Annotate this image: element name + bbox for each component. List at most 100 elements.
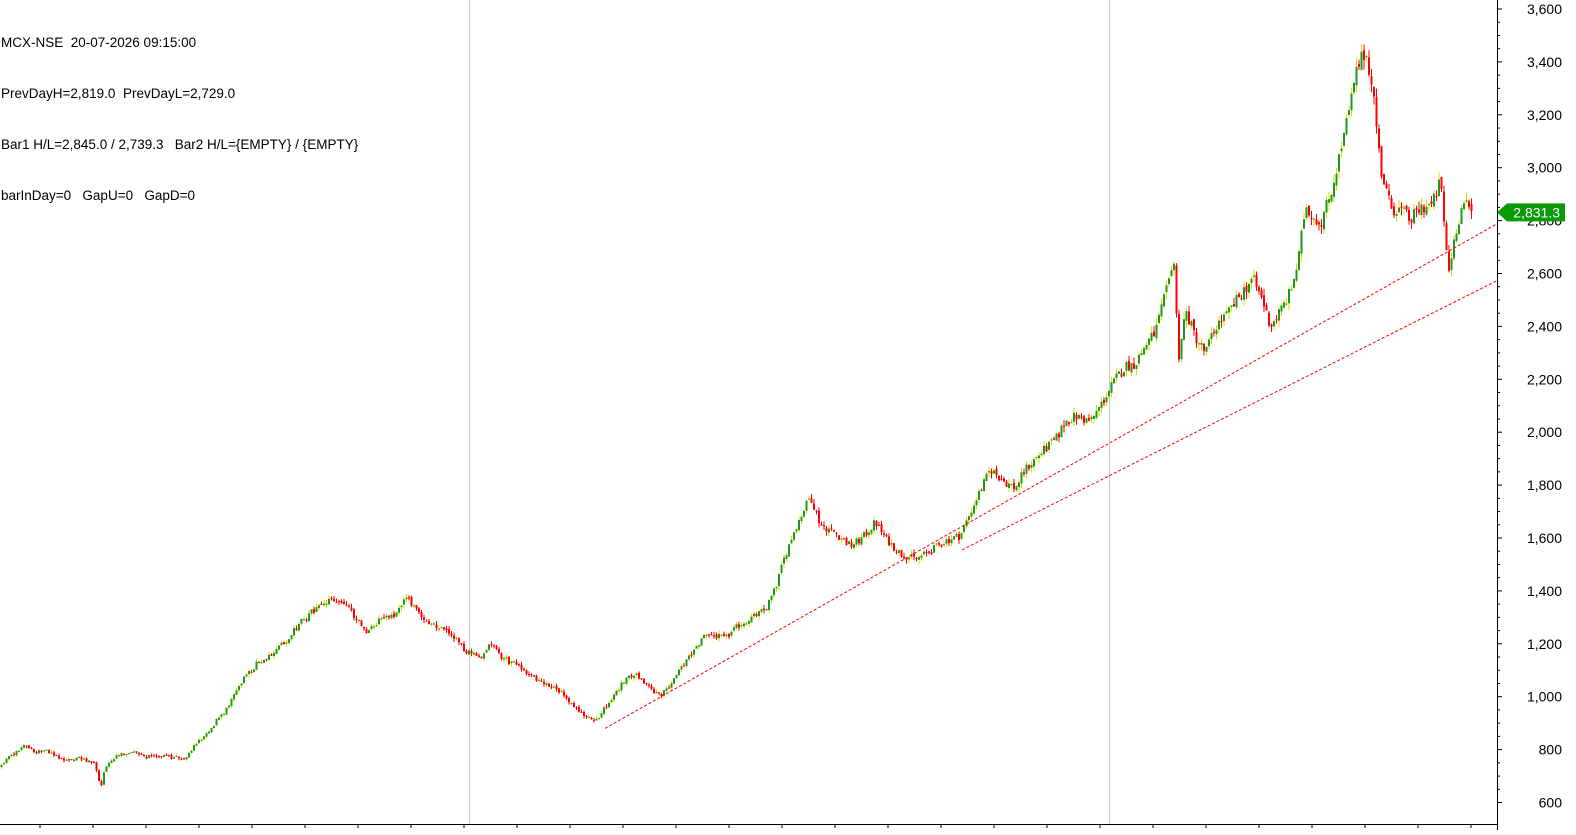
candle-up <box>1085 418 1088 423</box>
candle-up <box>38 750 40 754</box>
candle-up <box>1123 371 1125 377</box>
candle-up <box>1338 154 1340 172</box>
candle-down <box>345 604 348 606</box>
candle-down <box>460 642 463 644</box>
candle-down <box>913 552 915 557</box>
candle-up <box>278 645 280 650</box>
candle-up <box>625 677 628 684</box>
candle-down <box>1448 251 1450 271</box>
candle-down <box>28 745 30 749</box>
candle-down <box>1358 63 1360 67</box>
candle-down <box>73 759 75 761</box>
candle-up <box>985 473 988 482</box>
candle-down <box>878 524 880 526</box>
candle-up <box>230 698 233 707</box>
candle-down <box>883 533 885 535</box>
candle-down <box>815 510 818 512</box>
candle-down <box>1380 146 1383 177</box>
candle-down <box>895 551 898 553</box>
candle-up <box>1463 203 1465 210</box>
candle-down <box>30 748 33 750</box>
candle-down <box>540 680 543 682</box>
price-tick-label: 1,200 <box>1527 636 1562 652</box>
candle-down <box>1153 331 1155 337</box>
candle-up <box>753 613 755 617</box>
candle-down <box>1418 209 1420 213</box>
time-axis[interactable] <box>0 824 1497 828</box>
candle-down <box>393 613 395 617</box>
candle-up <box>1323 211 1325 230</box>
candle-down <box>1430 201 1433 205</box>
candle-up <box>760 609 763 612</box>
candle-up <box>1288 288 1290 304</box>
candle-down <box>605 706 608 708</box>
candle-up <box>960 533 963 539</box>
candle-down <box>1375 97 1378 127</box>
candle-down <box>478 655 480 657</box>
candle-up <box>88 760 90 763</box>
candle-down <box>1263 295 1265 307</box>
candle-up <box>1038 455 1040 459</box>
candle-down <box>1103 399 1105 404</box>
candle-up <box>1183 319 1185 341</box>
candle-down <box>1240 298 1243 300</box>
candle-down <box>353 609 355 619</box>
candle-up <box>1243 287 1245 300</box>
candle-up <box>1460 208 1463 225</box>
candle-up <box>698 645 700 647</box>
candle-up <box>983 479 985 491</box>
candle-up <box>538 679 540 681</box>
candle-up <box>128 753 130 755</box>
candle-up <box>113 759 115 762</box>
candle-down <box>33 749 35 753</box>
candle-down <box>755 613 758 616</box>
candle-up <box>1403 207 1405 209</box>
candle-up <box>1143 348 1145 355</box>
candle-down <box>13 753 15 755</box>
candle-down <box>170 755 173 759</box>
candle-down <box>40 750 43 752</box>
candle-down <box>450 633 453 636</box>
candle-up <box>633 675 635 679</box>
candle-down <box>63 758 65 761</box>
candle-down <box>420 612 423 618</box>
candle-up <box>1050 439 1053 441</box>
last-price-badge <box>1497 203 1565 222</box>
candle-up <box>385 615 388 618</box>
candle-up <box>950 539 953 544</box>
candle-up <box>373 626 375 628</box>
candle-up <box>970 512 973 517</box>
candle-up <box>1278 309 1280 321</box>
candle-down <box>1390 198 1393 209</box>
candle-down <box>1310 217 1313 219</box>
candle-up <box>223 713 225 715</box>
candle-down <box>1203 343 1205 351</box>
candle-up <box>1160 304 1163 317</box>
candle-down <box>53 752 55 756</box>
candle-up <box>195 743 198 746</box>
candle-down <box>258 662 260 664</box>
candle-down <box>1315 219 1318 225</box>
candle-down <box>763 608 765 611</box>
candle-up <box>1018 482 1020 488</box>
candle-up <box>1098 406 1100 412</box>
trendline <box>604 222 1499 729</box>
candle-down <box>335 602 338 604</box>
price-tick-label: 1,000 <box>1527 689 1562 705</box>
candle-up <box>1438 179 1440 197</box>
candle-up <box>720 634 723 636</box>
candle-up <box>1138 354 1140 364</box>
candle-up <box>380 618 383 620</box>
candle-up <box>430 623 433 625</box>
candle-down <box>295 628 298 630</box>
candle-down <box>928 551 930 553</box>
candle-down <box>1128 360 1130 371</box>
candle-up <box>1033 459 1035 467</box>
candle-down <box>313 608 315 614</box>
candle-down <box>250 671 253 673</box>
candle-down <box>1393 206 1395 216</box>
candle-up <box>308 613 310 622</box>
candle-down <box>90 761 93 763</box>
